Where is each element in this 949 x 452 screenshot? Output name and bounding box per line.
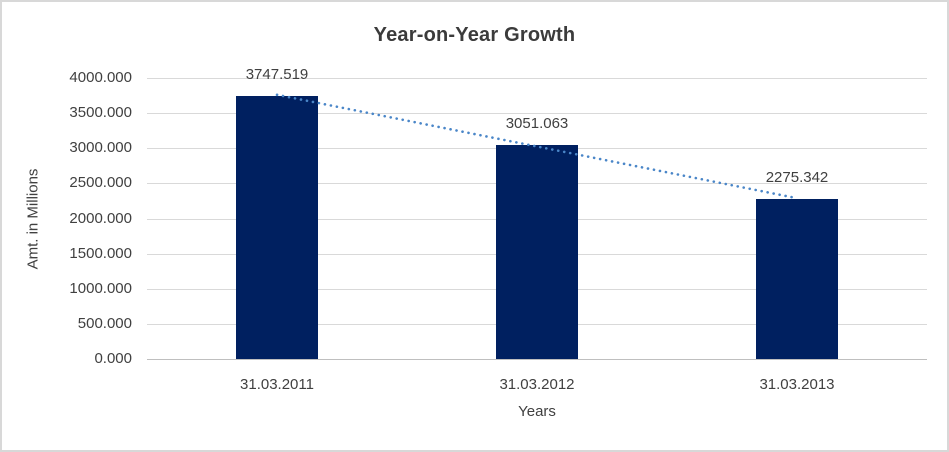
bar bbox=[496, 144, 578, 359]
gridline bbox=[147, 113, 927, 115]
bar-data-label: 2275.342 bbox=[765, 169, 829, 187]
plot-area: 3747.519 31.03.2011 3051.063 31.03.2012 2275… bbox=[147, 66, 927, 393]
y-axis-tick-label: 500.000 bbox=[77, 314, 132, 332]
y-axis-tick-label: 3000.000 bbox=[69, 139, 132, 157]
x-axis-tick-label: 31.03.2011 bbox=[240, 376, 314, 393]
bar bbox=[236, 95, 318, 359]
y-axis-tick-label: 0.000 bbox=[94, 350, 132, 367]
bar-data-label: 3747.519 bbox=[245, 65, 309, 83]
y-axis-tick-label: 1000.000 bbox=[69, 279, 132, 297]
x-axis-tick-label: 31.03.2013 bbox=[759, 376, 835, 393]
bar bbox=[756, 199, 838, 359]
x-axis-line bbox=[147, 359, 927, 360]
y-axis-tick-label: 2500.000 bbox=[69, 174, 132, 192]
y-axis-tick-label: 3500.000 bbox=[69, 104, 132, 122]
x-axis-title: Years bbox=[518, 403, 556, 420]
y-axis-tick-label: 2000.000 bbox=[69, 209, 132, 227]
gridline bbox=[147, 78, 927, 79]
y-axis-tick-label: 1500.000 bbox=[69, 244, 132, 262]
y-axis-tick-label: 4000.000 bbox=[69, 69, 132, 86]
trendline bbox=[275, 93, 799, 200]
x-axis-tick-label: 31.03.2012 bbox=[499, 376, 575, 393]
chart-title: Year-on-Year Growth bbox=[373, 24, 576, 46]
bar-data-label: 3051.063 bbox=[505, 114, 569, 132]
y-axis-ticks: 0.000 500.000 1000.000 1500.000 2000.000 2500… bbox=[2, 69, 132, 367]
